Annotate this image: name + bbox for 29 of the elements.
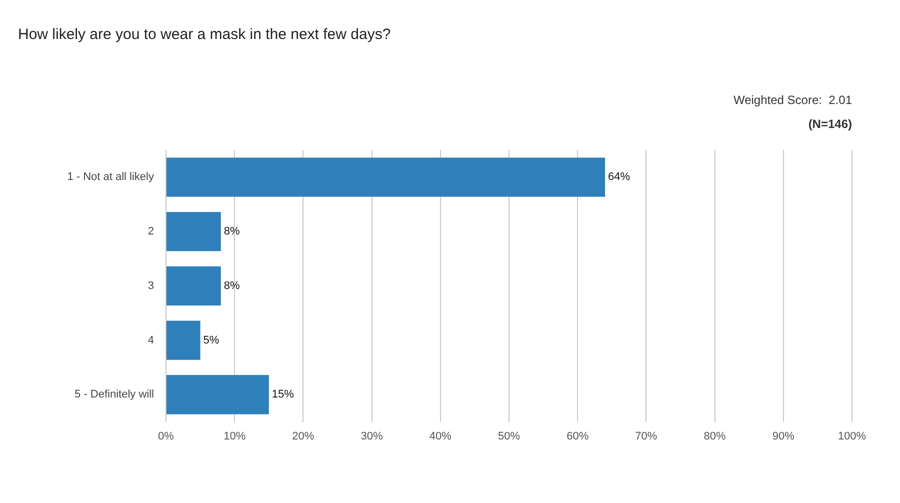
x-tick-label: 0%: [158, 430, 174, 442]
x-tick-label: 30%: [360, 430, 384, 442]
x-tick-label: 20%: [292, 430, 314, 442]
x-tick-label: 70%: [635, 430, 658, 442]
text: (N=146): [808, 117, 852, 131]
data-label: 15%: [272, 388, 294, 401]
x-tick-label: 50%: [498, 430, 520, 442]
bar: [166, 375, 269, 414]
x-tick-label: 60%: [566, 430, 589, 442]
y-tick-label: 5 - Definitely will: [74, 388, 154, 401]
x-tick-label: 80%: [704, 430, 726, 442]
data-label: 64%: [608, 171, 630, 184]
chart-title: How likely are you to wear a mask in the next few days?: [18, 26, 391, 43]
text: Weighted Score: 2.01: [733, 93, 852, 107]
x-tick-label: 40%: [429, 430, 452, 442]
bar: [166, 212, 221, 252]
bar: [166, 320, 200, 360]
x-tick-label: 10%: [224, 430, 246, 442]
data-label: 8%: [224, 226, 240, 238]
bar: [166, 158, 606, 197]
y-tick-label: 4: [148, 334, 154, 346]
x-tick-label: 100%: [838, 430, 866, 442]
y-tick-label: 3: [148, 280, 154, 292]
y-tick-label: 1 - Not at all likely: [67, 171, 154, 184]
data-label: 8%: [224, 280, 240, 292]
bar: [166, 266, 221, 306]
x-tick-label: 90%: [772, 430, 795, 442]
y-tick-label: 2: [148, 226, 154, 238]
data-label: 5%: [203, 334, 220, 346]
